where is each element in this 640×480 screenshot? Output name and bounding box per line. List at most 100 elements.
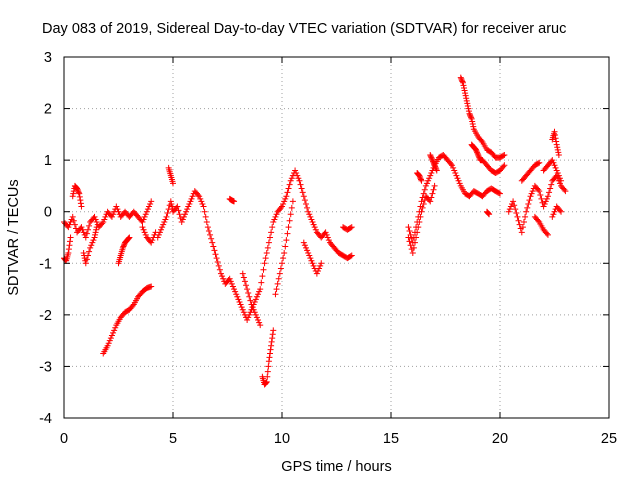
data-point — [283, 193, 290, 200]
data-point — [154, 234, 161, 241]
data-point — [90, 237, 97, 244]
data-point — [294, 172, 301, 179]
data-point — [289, 198, 296, 205]
data-point — [433, 167, 440, 174]
data-point — [324, 234, 331, 241]
data-point — [302, 200, 309, 207]
data-point — [466, 110, 473, 117]
data-point — [552, 135, 559, 142]
data-point — [512, 206, 519, 213]
data-point — [265, 239, 272, 246]
data-point — [551, 208, 558, 215]
data-point — [300, 193, 307, 200]
x-tick-label: 5 — [169, 431, 177, 447]
data-point — [235, 296, 242, 303]
data-point — [183, 208, 190, 215]
data-point — [524, 204, 531, 211]
data-point — [468, 114, 475, 121]
data-point — [110, 211, 117, 218]
y-tick-label: -1 — [39, 256, 52, 272]
data-point — [76, 193, 83, 200]
data-point — [78, 224, 85, 231]
data-point — [140, 216, 147, 223]
data-point — [181, 211, 188, 218]
data-point — [258, 279, 265, 286]
data-point — [120, 243, 127, 250]
data-point — [245, 314, 252, 321]
data-point — [79, 226, 86, 233]
data-point — [148, 283, 155, 290]
data-point — [105, 340, 112, 347]
data-point — [427, 153, 434, 160]
data-point — [78, 203, 85, 210]
data-point — [325, 237, 332, 244]
data-point — [555, 172, 562, 179]
data-point — [141, 213, 148, 220]
data-point — [91, 234, 98, 241]
data-point — [265, 363, 272, 370]
data-point — [195, 191, 202, 198]
data-point — [460, 82, 467, 89]
data-point — [556, 180, 563, 187]
y-tick-label: -3 — [39, 359, 52, 375]
data-point — [80, 249, 87, 256]
data-point — [553, 141, 560, 148]
data-point — [459, 78, 466, 85]
data-point — [269, 224, 276, 231]
data-point — [92, 231, 99, 238]
data-point — [316, 265, 323, 272]
data-point — [519, 224, 526, 231]
data-point — [322, 229, 329, 236]
data-point — [467, 113, 474, 120]
data-point — [474, 149, 481, 156]
data-point — [417, 176, 424, 183]
data-point — [125, 235, 132, 242]
data-point — [175, 207, 182, 214]
data-point — [111, 327, 118, 334]
data-point — [202, 213, 209, 220]
data-point — [463, 97, 470, 104]
data-point — [314, 268, 321, 275]
data-point — [66, 242, 73, 249]
data-point — [347, 253, 354, 260]
data-point — [253, 293, 260, 300]
data-point — [411, 239, 418, 246]
data-point — [429, 157, 436, 164]
data-point — [83, 256, 90, 263]
data-point — [450, 164, 457, 171]
data-point — [237, 301, 244, 308]
data-point — [501, 162, 508, 169]
data-point — [87, 244, 94, 251]
data-point — [409, 249, 416, 256]
data-point — [529, 188, 536, 195]
data-point — [269, 331, 276, 338]
data-point — [149, 237, 156, 244]
data-point — [465, 108, 472, 115]
data-point — [348, 224, 355, 231]
data-point — [427, 172, 434, 179]
data-point — [245, 289, 252, 296]
data-point — [469, 118, 476, 125]
data-point — [257, 286, 264, 293]
data-point — [543, 230, 550, 237]
data-point — [513, 210, 520, 217]
data-point — [65, 224, 72, 231]
data-point — [281, 249, 288, 256]
data-point — [139, 219, 146, 226]
data-point — [419, 204, 426, 211]
data-point — [187, 198, 194, 205]
data-point — [271, 216, 278, 223]
data-point — [89, 239, 96, 246]
data-point — [158, 226, 165, 233]
y-axis-label: SDTVAR / TECUs — [6, 179, 22, 295]
data-point — [288, 175, 295, 182]
data-point — [284, 230, 291, 237]
data-point — [296, 177, 303, 184]
data-point — [413, 234, 420, 241]
data-point — [161, 219, 168, 226]
data-point — [201, 208, 208, 215]
data-point — [457, 74, 464, 81]
data-point — [256, 288, 263, 295]
data-point — [523, 208, 530, 215]
y-tick-label: -4 — [39, 411, 52, 427]
